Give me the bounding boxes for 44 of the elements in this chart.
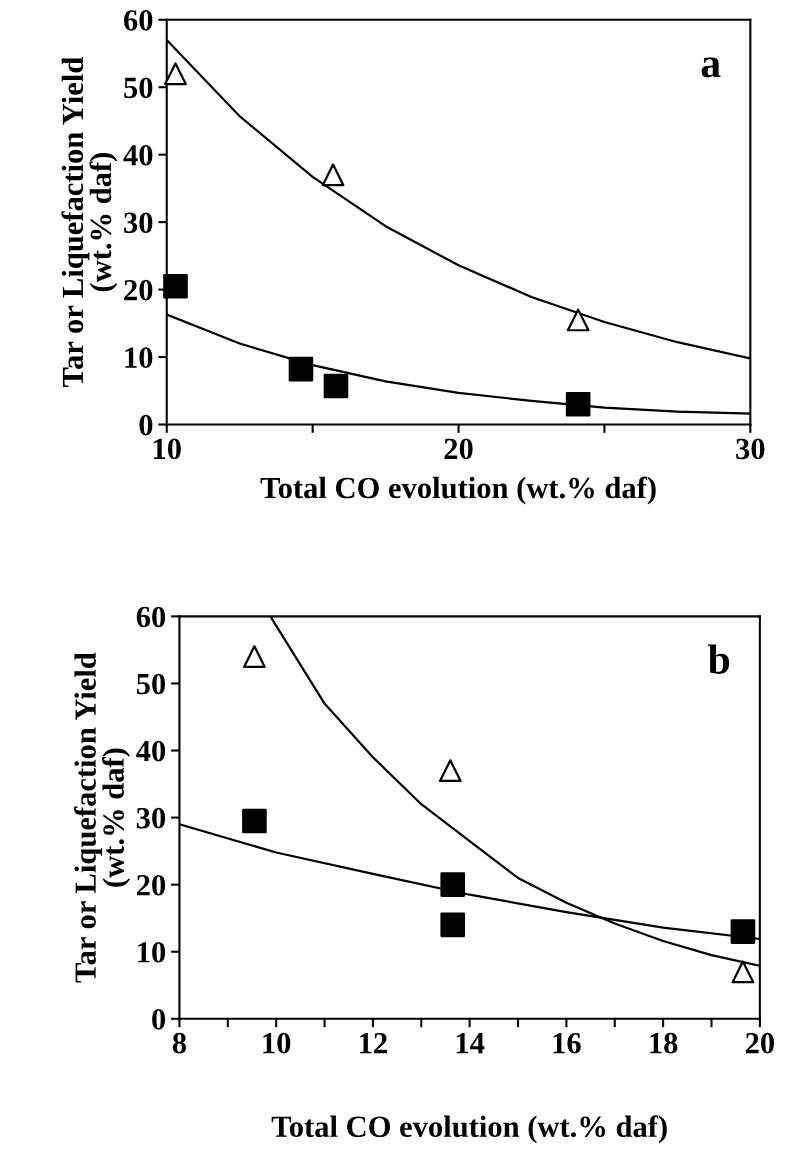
x-tick-label: 18 — [650, 1032, 678, 1054]
point — [731, 960, 755, 984]
y-tick-label: 50 — [136, 673, 166, 695]
point — [288, 356, 314, 382]
y-tick-label: 0 — [139, 414, 153, 436]
x-tick-label: 12 — [360, 1032, 387, 1054]
y-tick-label: 50 — [124, 77, 153, 99]
point — [243, 645, 266, 669]
x-tick-label: 8 — [172, 1032, 187, 1054]
point — [323, 373, 349, 399]
x-tick-label: 30 — [736, 438, 765, 460]
point — [440, 912, 466, 938]
y-tick-label: 0 — [152, 1009, 166, 1030]
point — [163, 273, 188, 299]
y-tick-label: 40 — [123, 144, 153, 166]
point — [440, 872, 466, 897]
x-axis-title: Total CO evolution (wt.% daf) — [271, 1115, 667, 1144]
y-tick-label: 10 — [125, 347, 153, 368]
y-tick-label: 20 — [124, 279, 153, 301]
x-tick-label: 16 — [553, 1032, 581, 1054]
y-tick-label: 20 — [136, 874, 166, 896]
point — [242, 808, 267, 834]
y-axis-title: Tar or Liquefaction Yield (wt.% daf) — [61, 57, 118, 388]
y-tick-label: 60 — [136, 606, 166, 628]
x-tick-label: 14 — [456, 1033, 485, 1054]
point — [566, 308, 590, 332]
x-tick-label: 10 — [263, 1032, 291, 1054]
x-tick-label: 10 — [153, 438, 181, 460]
y-tick-label: 30 — [136, 807, 166, 829]
annotation: b — [708, 644, 730, 674]
x-tick-label: 20 — [745, 1032, 774, 1054]
x-axis-title: Total CO evolution (wt.% daf) — [260, 476, 656, 505]
point — [730, 919, 756, 944]
point — [565, 391, 591, 417]
annotation: a — [701, 57, 721, 78]
y-tick-label: 40 — [136, 740, 166, 762]
y-tick-label: 60 — [124, 10, 153, 31]
point — [321, 163, 345, 187]
x-tick-label: 20 — [444, 438, 473, 460]
y-tick-label: 10 — [138, 942, 166, 963]
y-axis-title: Tar or Liquefaction Yield (wt.% daf) — [74, 652, 131, 983]
point — [438, 759, 462, 783]
y-tick-label: 30 — [124, 212, 153, 234]
point — [164, 62, 187, 86]
